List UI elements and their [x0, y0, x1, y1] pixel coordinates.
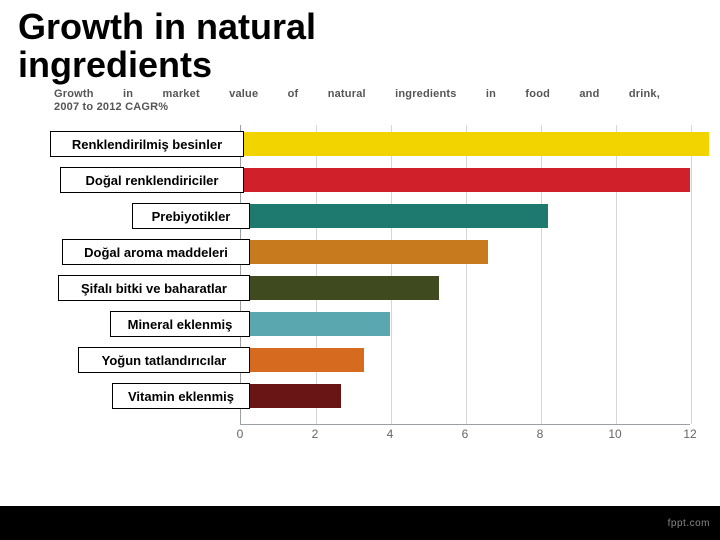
bar	[240, 132, 709, 156]
gridline	[691, 125, 692, 424]
title-line1: Growth in natural	[18, 8, 702, 46]
bar	[240, 384, 341, 408]
bar	[240, 240, 488, 264]
title-line2: ingredients	[18, 46, 702, 84]
subtitle-block: Growth in market value of natural ingred…	[0, 86, 720, 120]
footer-bar: fppt.com	[0, 506, 720, 540]
bar	[240, 348, 364, 372]
xaxis-tick-label: 6	[462, 427, 469, 441]
xaxis-tick-label: 12	[683, 427, 696, 441]
title-block: Growth in natural ingredients	[0, 0, 720, 86]
bar-label: Doğal aroma maddeleri	[62, 239, 250, 265]
bar-label: Renklendirilmiş besinler	[50, 131, 244, 157]
bar-label: Yoğun tatlandırıcılar	[78, 347, 250, 373]
bar	[240, 168, 690, 192]
bar-label: Vitamin eklenmiş	[112, 383, 250, 409]
bar	[240, 312, 390, 336]
bar-label: Prebiyotikler	[132, 203, 250, 229]
xaxis-tick-label: 4	[387, 427, 394, 441]
subtitle-line1: Growth in market value of natural ingred…	[54, 88, 660, 102]
bar	[240, 276, 439, 300]
bar-chart: Renklendirilmiş besinler Doğal renklendir…	[24, 125, 696, 447]
bar-label: Mineral eklenmiş	[110, 311, 250, 337]
xaxis-tick-label: 10	[608, 427, 621, 441]
footer-credit: fppt.com	[668, 518, 710, 529]
xaxis-tick-label: 0	[237, 427, 244, 441]
xaxis-tick-label: 2	[312, 427, 319, 441]
xaxis-tick-label: 8	[537, 427, 544, 441]
subtitle-line2: 2007 to 2012 CAGR%	[54, 101, 660, 115]
bar	[240, 204, 548, 228]
bar-label: Şifalı bitki ve baharatlar	[58, 275, 250, 301]
bar-label: Doğal renklendiriciler	[60, 167, 244, 193]
